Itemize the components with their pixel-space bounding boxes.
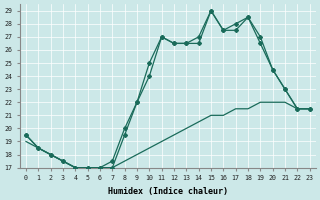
X-axis label: Humidex (Indice chaleur): Humidex (Indice chaleur) xyxy=(108,187,228,196)
